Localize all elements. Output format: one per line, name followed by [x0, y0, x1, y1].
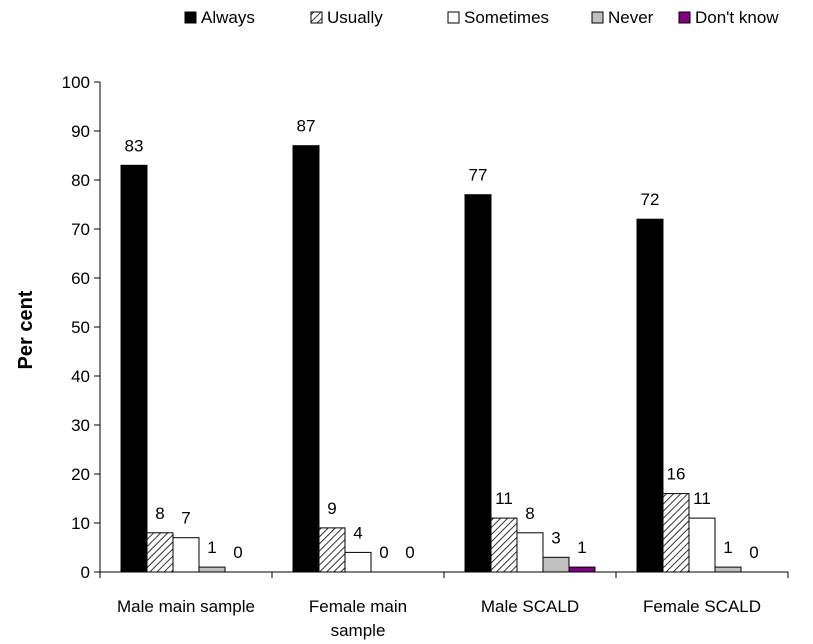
- data-label-don-t-know: 1: [577, 538, 586, 557]
- bars: [120, 145, 742, 573]
- bar-don-t-know: [568, 566, 596, 573]
- bar-always: [464, 194, 492, 573]
- legend-item-never: Never: [591, 8, 654, 27]
- y-tick-label: 60: [71, 269, 90, 288]
- category-labels: Male main sample Female main sample Male SC…: [117, 597, 761, 640]
- bar-never: [542, 556, 570, 573]
- bar-never: [714, 566, 742, 573]
- y-tick-label: 40: [71, 367, 90, 386]
- bar-always: [636, 218, 664, 573]
- y-tick-label: 90: [71, 122, 90, 141]
- y-tick-label: 80: [71, 171, 90, 190]
- y-axis-title: Per cent: [15, 290, 37, 369]
- y-tick-label: 100: [62, 73, 90, 92]
- bar-usually: [146, 532, 174, 573]
- bar-sometimes: [172, 537, 200, 573]
- category-label: Male main sample: [117, 597, 255, 616]
- legend-label: Always: [201, 8, 255, 27]
- bar-always: [120, 164, 148, 573]
- data-label-don-t-know: 0: [233, 543, 242, 562]
- data-label-always: 77: [469, 166, 488, 185]
- data-label-never: 1: [207, 538, 216, 557]
- bar-sometimes: [344, 551, 372, 573]
- legend-item-don-t-know: Don't know: [678, 8, 779, 27]
- legend-item-always: Always: [184, 8, 255, 27]
- category-label: Female SCALD: [643, 597, 761, 616]
- data-label-don-t-know: 0: [749, 543, 758, 562]
- y-tick-label: 0: [81, 563, 90, 582]
- legend-swatch: [184, 11, 197, 24]
- y-tick-label: 30: [71, 416, 90, 435]
- data-label-sometimes: 8: [525, 504, 534, 523]
- legend-label: Don't know: [695, 8, 779, 27]
- legend-item-usually: Usually: [310, 8, 383, 27]
- legend-item-sometimes: Sometimes: [447, 8, 549, 27]
- data-label-always: 83: [125, 136, 144, 155]
- bar-usually: [490, 517, 518, 573]
- legend-swatch: [310, 11, 323, 24]
- legend-label: Usually: [327, 8, 383, 27]
- y-tick-label: 20: [71, 465, 90, 484]
- data-label-usually: 11: [495, 489, 513, 508]
- data-label-usually: 8: [155, 504, 164, 523]
- legend-swatch: [447, 11, 460, 24]
- data-label-usually: 16: [667, 465, 686, 484]
- data-label-always: 87: [297, 117, 316, 136]
- bar-sometimes: [516, 532, 544, 573]
- bar-sometimes: [688, 517, 716, 573]
- legend-swatch: [591, 11, 604, 24]
- legend-label: Sometimes: [464, 8, 549, 27]
- data-label-never: 1: [723, 538, 732, 557]
- bar-usually: [662, 493, 690, 573]
- data-label-don-t-know: 0: [405, 543, 414, 562]
- legend-swatch: [678, 11, 691, 24]
- data-label-sometimes: 7: [181, 509, 190, 528]
- data-label-always: 72: [641, 190, 660, 209]
- legend: Always Usually Sometimes Never Don't know: [184, 8, 779, 27]
- legend-label: Never: [608, 8, 654, 27]
- data-label-sometimes: 11: [693, 489, 711, 508]
- category-label: sample: [331, 621, 386, 640]
- bar-always: [292, 145, 320, 573]
- bar-never: [198, 566, 226, 573]
- data-label-never: 0: [379, 543, 388, 562]
- y-tick-label: 50: [71, 318, 90, 337]
- category-label: Male SCALD: [481, 597, 579, 616]
- data-label-usually: 9: [327, 499, 336, 518]
- data-label-sometimes: 4: [353, 523, 362, 542]
- y-tick-label: 10: [71, 514, 90, 533]
- category-label: Female main: [309, 597, 407, 616]
- y-tick-label: 70: [71, 220, 90, 239]
- bar-usually: [318, 527, 346, 573]
- data-label-never: 3: [551, 528, 560, 547]
